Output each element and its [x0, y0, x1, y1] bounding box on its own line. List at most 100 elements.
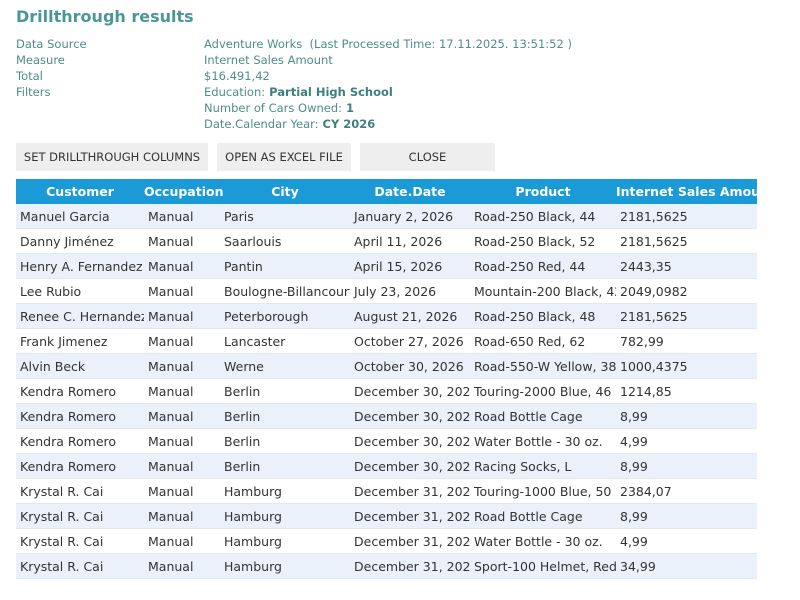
button[interactable]: CLOSE — [360, 143, 495, 171]
table-cell: Renee C. Hernandez — [16, 303, 144, 329]
table-row: Manuel Garcia Manual Paris January 2, 2026 R… — [16, 204, 757, 229]
table-row: Renee C. Hernandez Manual Peterborough Augu… — [16, 303, 757, 329]
table-row: Frank Jimenez Manual Lancaster October 27, … — [16, 328, 757, 354]
button[interactable]: OPEN AS EXCEL FILE — [217, 143, 351, 171]
table-cell: Sport-100 Helmet, Red — [470, 553, 616, 579]
filter-value: 1 — [346, 101, 355, 115]
table-cell: December 31, 2026 — [350, 553, 470, 579]
info-label: Measure — [16, 53, 65, 67]
table-row: Kendra Romero Manual Berlin December 30, 20… — [16, 378, 757, 404]
table-cell: Alvin Beck — [16, 353, 144, 379]
table-cell: Road Bottle Cage — [470, 403, 616, 429]
filter-value: CY 2026 — [322, 117, 376, 131]
table-cell: Road-250 Red, 44 — [470, 253, 616, 279]
table-cell: Berlin — [220, 403, 350, 429]
filter-item: Number of Cars Owned: 1 — [204, 100, 354, 116]
column-header: Occupation — [144, 179, 223, 204]
table-cell: December 30, 2026 — [350, 453, 470, 479]
table-cell: Mountain-200 Black, 42 — [470, 278, 616, 304]
table-cell: Manual — [144, 253, 220, 279]
table-cell: Manual — [144, 403, 220, 429]
table-cell: Paris — [220, 204, 350, 229]
column-header: Customer — [16, 179, 144, 204]
table-cell: Boulogne-Billancourt — [220, 278, 350, 304]
table-cell: Water Bottle - 30 oz. — [470, 428, 616, 454]
table-cell: Saarlouis — [220, 228, 350, 254]
table-cell: 8,99 — [616, 403, 757, 429]
table-cell: April 15, 2026 — [350, 253, 470, 279]
table-cell: Road-250 Black, 44 — [470, 204, 616, 229]
table-row: Krystal R. Cai Manual Hamburg December 31, … — [16, 528, 757, 554]
table-cell: Manual — [144, 453, 220, 479]
info-row: Data Source Adventure Works (Last Process… — [16, 36, 572, 52]
filter-name: Number of Cars Owned: — [204, 101, 343, 115]
table-cell: Manual — [144, 303, 220, 329]
table-row: Krystal R. Cai Manual Hamburg December 31, … — [16, 503, 757, 529]
info-row: Total $16.491,42 — [16, 68, 270, 84]
table-cell: Krystal R. Cai — [16, 528, 144, 554]
table-cell: Road-550-W Yellow, 38 — [470, 353, 616, 379]
table-row: Henry A. Fernandez Manual Pantin April 15, … — [16, 253, 757, 279]
table-cell: Touring-1000 Blue, 50 — [470, 478, 616, 504]
table-row: Danny Jiménez Manual Saarlouis April 11, 20… — [16, 228, 757, 254]
table-cell: Water Bottle - 30 oz. — [470, 528, 616, 554]
table-cell: Berlin — [220, 428, 350, 454]
info-label: Data Source — [16, 37, 87, 51]
table-cell: Road Bottle Cage — [470, 503, 616, 529]
table-cell: Kendra Romero — [16, 428, 144, 454]
table-row: Kendra Romero Manual Berlin December 30, 20… — [16, 453, 757, 479]
header-row: Customer Occupation City Date.Date Product In… — [16, 179, 775, 204]
table-cell: Hamburg — [220, 503, 350, 529]
table-cell: Kendra Romero — [16, 453, 144, 479]
info-row: Filters — [16, 84, 50, 100]
table-cell: Manual — [144, 353, 220, 379]
table-cell: Berlin — [220, 378, 350, 404]
info-value: Internet Sales Amount — [204, 53, 333, 67]
table-cell: Manual — [144, 478, 220, 504]
table-cell: Manuel Garcia — [16, 204, 144, 229]
table-cell: Werne — [220, 353, 350, 379]
table-cell: August 21, 2026 — [350, 303, 470, 329]
table-cell: December 30, 2026 — [350, 403, 470, 429]
table-cell: 2181,5625 — [616, 204, 757, 229]
table-cell: 2049,0982 — [616, 278, 757, 304]
table-cell: December 30, 2026 — [350, 378, 470, 404]
table-cell: 8,99 — [616, 453, 757, 479]
table-cell: Manual — [144, 528, 220, 554]
table-body: Manuel Garcia Manual Paris January 2, 2026 R… — [16, 204, 757, 579]
table-cell: 2181,5625 — [616, 228, 757, 254]
table-cell: Manual — [144, 503, 220, 529]
column-header: Product — [470, 179, 616, 204]
table-cell: 1000,4375 — [616, 353, 757, 379]
table-row: Krystal R. Cai Manual Hamburg December 31, … — [16, 553, 757, 579]
table-cell: Frank Jimenez — [16, 328, 144, 354]
info-label: Total — [16, 69, 43, 83]
table-row: Krystal R. Cai Manual Hamburg December 31, … — [16, 478, 757, 504]
table-cell: 34,99 — [616, 553, 757, 579]
table-cell: Danny Jiménez — [16, 228, 144, 254]
table-cell: 2384,07 — [616, 478, 757, 504]
table-cell: Krystal R. Cai — [16, 478, 144, 504]
button[interactable]: SET DRILLTHROUGH COLUMNS — [16, 143, 208, 171]
table-row: Lee Rubio Manual Boulogne-Billancourt July … — [16, 278, 757, 304]
info-value: $16.491,42 — [204, 69, 270, 83]
table-cell: Manual — [144, 428, 220, 454]
table-cell: Peterborough — [220, 303, 350, 329]
table-cell: 8,99 — [616, 503, 757, 529]
info-label: Filters — [16, 85, 51, 99]
table-cell: Manual — [144, 553, 220, 579]
table-cell: Road-650 Red, 62 — [470, 328, 616, 354]
column-header: Internet Sales Amount — [616, 179, 775, 204]
table-cell: Lancaster — [220, 328, 350, 354]
table-cell: October 30, 2026 — [350, 353, 470, 379]
table-row: Kendra Romero Manual Berlin December 30, 20… — [16, 403, 757, 429]
table-cell: Kendra Romero — [16, 403, 144, 429]
filter-value: Partial High School — [269, 85, 393, 99]
filter-name: Education: — [204, 85, 266, 99]
filter-item: Education: Partial High School — [204, 84, 393, 100]
table-cell: 1214,85 — [616, 378, 757, 404]
table-cell: Manual — [144, 228, 220, 254]
table-cell: Pantin — [220, 253, 350, 279]
filter-name: Date.Calendar Year: — [204, 117, 319, 131]
